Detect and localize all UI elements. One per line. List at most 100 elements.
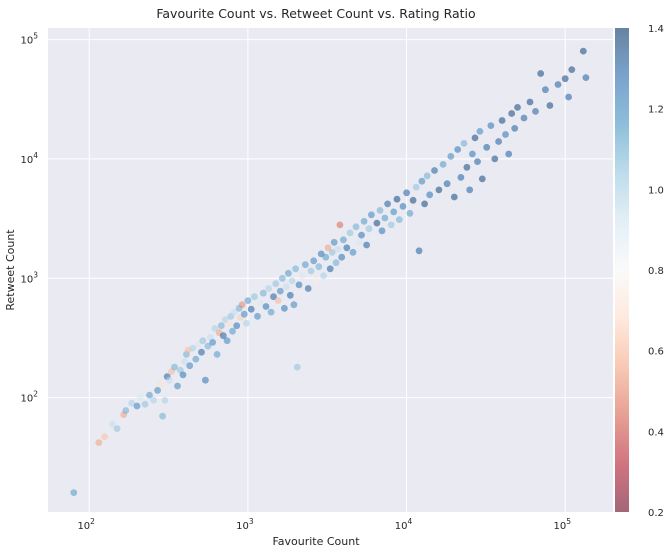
data-point <box>561 75 569 83</box>
data-point <box>336 221 344 229</box>
data-point <box>565 93 572 101</box>
data-point <box>292 265 299 273</box>
data-point <box>520 114 528 122</box>
data-point <box>276 287 284 295</box>
data-point <box>293 363 301 371</box>
colorbar-tick-label: 1.2 <box>648 105 664 116</box>
data-point <box>270 293 277 301</box>
chart-title: Favourite Count vs. Retweet Count vs. Ra… <box>156 6 475 21</box>
data-point <box>409 196 417 204</box>
data-point <box>393 195 401 203</box>
data-point <box>229 327 236 335</box>
data-point <box>192 355 200 363</box>
y-tick-label: 103 <box>20 270 38 285</box>
data-point <box>439 161 447 168</box>
data-point <box>363 241 370 249</box>
y-tick-label: 105 <box>20 32 38 47</box>
data-point <box>495 138 502 145</box>
data-point <box>447 153 455 160</box>
data-point <box>421 200 428 208</box>
data-point <box>233 322 241 330</box>
y-axis-label: Retweet Count <box>4 229 17 311</box>
data-point <box>146 391 153 399</box>
data-point <box>217 322 225 330</box>
data-point <box>95 439 103 446</box>
data-point <box>259 289 267 297</box>
data-point <box>310 257 318 265</box>
data-point <box>334 245 342 253</box>
data-point <box>265 285 272 292</box>
data-point <box>412 183 420 191</box>
data-point <box>156 380 164 388</box>
data-point <box>267 308 275 316</box>
data-point <box>498 117 506 124</box>
data-point <box>223 337 231 345</box>
data-point <box>211 325 219 332</box>
data-point <box>358 231 365 239</box>
data-point <box>286 291 294 299</box>
data-point <box>346 229 354 237</box>
data-point <box>70 489 78 496</box>
data-point <box>324 244 332 252</box>
data-point <box>159 412 167 420</box>
data-point <box>378 227 386 235</box>
data-point <box>373 219 381 227</box>
data-point <box>368 211 375 219</box>
x-tick-label: 103 <box>236 517 254 532</box>
data-point <box>387 221 395 229</box>
data-point <box>508 110 516 117</box>
data-point <box>202 376 209 384</box>
data-point <box>415 247 423 255</box>
data-point <box>526 98 534 106</box>
data-point <box>476 127 484 135</box>
x-tick-label: 105 <box>553 517 571 532</box>
data-point <box>254 312 261 320</box>
colorbar-tick-labels: 0.2 0.4 0.6 0.8 1.0 1.2 1.4 <box>648 24 664 519</box>
data-point <box>460 140 468 147</box>
data-point <box>423 172 431 180</box>
data-point <box>568 66 576 73</box>
data-point <box>349 248 357 256</box>
data-point <box>238 301 246 309</box>
data-point <box>450 193 458 201</box>
data-point <box>166 376 173 384</box>
data-point <box>198 348 205 356</box>
data-point <box>399 203 407 210</box>
data-point <box>406 209 414 217</box>
data-point <box>340 236 347 244</box>
data-point <box>384 200 391 208</box>
data-point <box>174 382 181 390</box>
data-point <box>251 293 258 301</box>
data-point <box>330 238 338 246</box>
colorbar-tick-label: 0.2 <box>648 508 664 519</box>
data-point <box>431 167 438 174</box>
data-point <box>209 339 217 346</box>
data-point <box>511 124 519 132</box>
grid-lines <box>48 28 613 512</box>
data-point <box>443 180 451 188</box>
data-point <box>219 332 227 340</box>
data-point <box>109 420 116 428</box>
x-axis-label: Favourite Count <box>272 535 360 548</box>
data-point <box>395 216 403 224</box>
data-point <box>474 158 481 166</box>
data-point <box>426 191 434 199</box>
data-point <box>554 81 562 88</box>
x-tick-label: 104 <box>395 517 413 532</box>
data-point <box>355 238 363 246</box>
data-point <box>454 146 462 153</box>
data-point <box>360 217 368 225</box>
data-point <box>463 163 471 171</box>
data-point <box>579 47 587 55</box>
data-point <box>290 301 298 309</box>
data-point <box>225 319 233 327</box>
data-point <box>532 108 539 115</box>
data-point <box>298 272 306 280</box>
data-point <box>343 244 351 252</box>
data-point <box>262 303 270 310</box>
data-point <box>281 304 288 312</box>
data-point <box>483 143 491 151</box>
data-point <box>244 297 252 304</box>
